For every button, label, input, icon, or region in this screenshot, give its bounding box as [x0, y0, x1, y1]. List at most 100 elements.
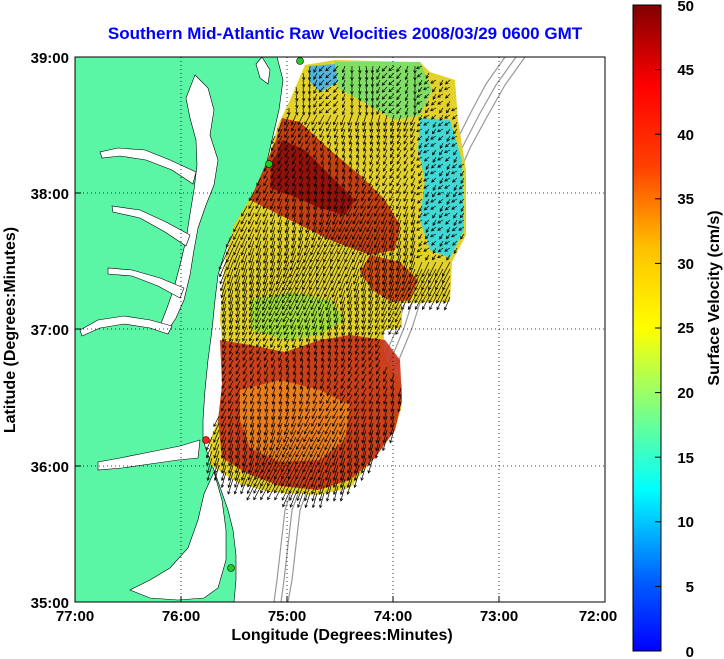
velocity-arrow — [341, 156, 346, 166]
velocity-arrow — [346, 429, 353, 444]
velocity-arrow — [270, 149, 276, 158]
velocity-arrow — [418, 177, 423, 184]
velocity-arrow — [341, 324, 346, 336]
velocity-arrow — [402, 247, 409, 264]
velocity-arrow — [292, 170, 297, 180]
velocity-arrow — [348, 149, 353, 159]
velocity-arrow — [346, 443, 353, 459]
velocity-arrow — [430, 226, 437, 232]
velocity-arrow — [423, 177, 430, 182]
velocity-arrow — [292, 359, 297, 369]
velocity-arrow — [347, 184, 353, 195]
velocity-arrow — [354, 422, 360, 436]
velocity-arrow — [333, 93, 339, 101]
velocity-arrow — [417, 149, 423, 156]
velocity-arrow — [235, 296, 241, 312]
velocity-arrow — [262, 233, 269, 249]
velocity-arrow — [396, 72, 402, 80]
colorbar-tick-label: 35 — [677, 191, 694, 208]
velocity-arrow — [249, 345, 255, 355]
velocity-arrow — [222, 331, 227, 343]
velocity-arrow — [327, 170, 332, 180]
velocity-arrow — [317, 436, 325, 451]
velocity-arrow — [305, 205, 311, 218]
velocity-arrow — [248, 324, 255, 336]
velocity-arrow — [364, 100, 369, 109]
velocity-arrow — [374, 289, 381, 305]
velocity-arrow — [256, 436, 262, 452]
velocity-arrow — [263, 422, 269, 436]
velocity-arrow — [416, 72, 423, 78]
velocity-arrow — [333, 303, 339, 318]
velocity-arrow — [309, 268, 318, 284]
velocity-arrow — [235, 345, 241, 355]
velocity-arrow — [416, 254, 423, 259]
velocity-arrow — [277, 338, 283, 349]
velocity-arrow — [451, 107, 458, 112]
velocity-arrow — [346, 457, 353, 474]
velocity-arrow — [368, 443, 374, 459]
velocity-arrow — [381, 310, 388, 323]
velocity-arrow — [358, 107, 362, 116]
velocity-arrow — [333, 394, 339, 404]
velocity-arrow — [292, 177, 297, 187]
velocity-arrow — [394, 282, 402, 298]
velocity-arrow — [302, 254, 311, 271]
velocity-arrow — [415, 261, 423, 278]
velocity-arrow — [277, 415, 283, 428]
velocity-arrow — [361, 331, 367, 342]
velocity-arrow — [423, 86, 430, 91]
velocity-arrow — [292, 387, 297, 398]
velocity-arrow — [301, 79, 306, 88]
velocity-arrow — [390, 149, 395, 158]
velocity-arrow — [233, 219, 241, 233]
velocity-arrow — [221, 401, 227, 412]
velocity-arrow — [268, 282, 276, 298]
velocity-arrow — [320, 380, 325, 390]
velocity-arrow — [445, 219, 451, 225]
velocity-arrow — [327, 149, 332, 159]
velocity-arrow — [220, 408, 227, 420]
velocity-arrow — [303, 240, 311, 256]
velocity-arrow — [248, 296, 255, 311]
velocity-arrow — [346, 282, 353, 299]
velocity-arrow — [355, 156, 360, 166]
velocity-arrow — [313, 366, 318, 376]
velocity-arrow — [301, 86, 306, 95]
velocity-arrow — [267, 485, 276, 501]
velocity-arrow — [291, 142, 297, 151]
velocity-arrow — [313, 149, 318, 159]
velocity-arrow — [368, 310, 374, 324]
velocity-arrow — [317, 422, 325, 435]
velocity-arrow — [278, 373, 283, 383]
velocity-arrow — [323, 247, 332, 263]
velocity-arrow — [313, 345, 318, 356]
velocity-arrow — [253, 471, 262, 488]
velocity-arrow — [388, 107, 395, 114]
velocity-arrow — [262, 275, 269, 292]
velocity-arrow — [285, 345, 290, 355]
velocity-arrow — [255, 191, 262, 202]
velocity-arrow — [374, 268, 381, 286]
velocity-arrow — [270, 170, 276, 179]
velocity-arrow — [369, 142, 374, 152]
velocity-arrow — [388, 219, 395, 234]
velocity-arrow — [367, 205, 374, 217]
velocity-arrow — [277, 331, 283, 342]
velocity-arrow — [347, 324, 353, 336]
velocity-arrow — [359, 247, 367, 264]
velocity-arrow — [382, 163, 388, 172]
velocity-arrow — [277, 240, 283, 257]
velocity-arrow — [367, 268, 374, 285]
velocity-arrow — [256, 352, 262, 362]
velocity-arrow — [270, 219, 276, 234]
velocity-arrow — [403, 205, 409, 218]
velocity-arrow — [414, 296, 423, 310]
velocity-arrow — [317, 296, 325, 311]
velocity-arrow — [281, 443, 290, 458]
velocity-arrow — [284, 114, 290, 126]
velocity-arrow — [225, 240, 234, 256]
velocity-arrow — [459, 198, 465, 204]
velocity-arrow — [291, 128, 297, 138]
velocity-arrow — [414, 268, 423, 285]
